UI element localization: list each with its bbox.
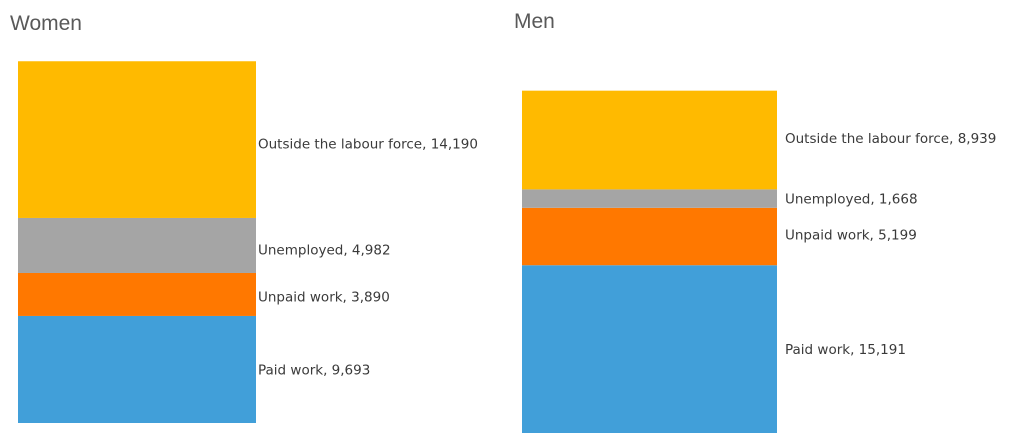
chart-title: Men <box>514 10 555 33</box>
bar-segment-paid-work <box>18 315 256 423</box>
bar-segment-unemployed <box>522 189 777 208</box>
data-label-unpaid-work: Unpaid work, 5,199 <box>785 228 917 244</box>
chart-title: Women <box>10 12 82 35</box>
data-label-paid-work: Paid work, 9,693 <box>258 362 370 378</box>
data-label-unpaid-work: Unpaid work, 3,890 <box>258 289 390 305</box>
data-label-unemployed: Unemployed, 4,982 <box>258 242 391 258</box>
data-label-outside-the-labour-force: Outside the labour force, 14,190 <box>258 137 478 153</box>
bar-segment-unemployed <box>18 217 256 273</box>
bar-segment-outside-the-labour-force <box>18 61 256 218</box>
bar-segment-outside-the-labour-force <box>522 90 777 190</box>
bar-segment-unpaid-work <box>522 207 777 266</box>
data-label-unemployed: Unemployed, 1,668 <box>785 192 918 208</box>
chart-panel-women: Women Paid work, 9,693 Unpaid work, 3,890 U… <box>10 12 478 423</box>
bar-segment-paid-work <box>522 265 777 433</box>
data-label-outside-the-labour-force: Outside the labour force, 8,939 <box>785 131 996 147</box>
bar-segment-unpaid-work <box>18 272 256 316</box>
chart-panel-men: Men Paid work, 15,191 Unpaid work, 5,199 Un… <box>514 10 996 433</box>
data-label-paid-work: Paid work, 15,191 <box>785 342 906 358</box>
